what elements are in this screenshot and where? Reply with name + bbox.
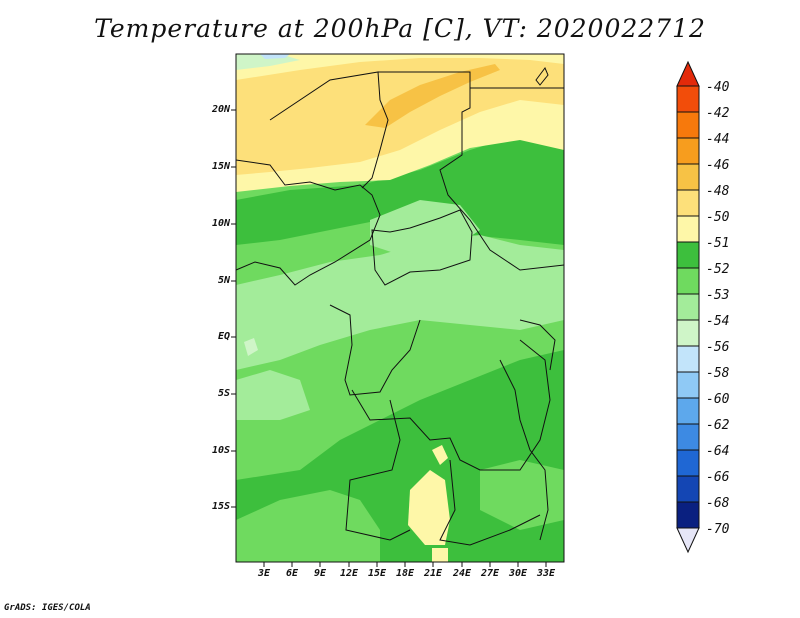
colorbar-label: -58	[706, 366, 730, 381]
colorbar-swatch	[676, 423, 700, 451]
colorbar-swatch	[676, 137, 700, 165]
colorbar-swatch	[676, 397, 700, 425]
colorbar-swatch	[676, 111, 700, 139]
map-frame	[235, 53, 565, 563]
colorbar-swatch	[676, 241, 700, 269]
x-tick-label: 15E	[367, 568, 387, 579]
colorbar-label: -51	[706, 236, 730, 251]
chart-title: Temperature at 200hPa [C], VT: 202002271…	[94, 14, 706, 43]
border-libya-chad-sudan	[378, 71, 565, 271]
colorbar-swatch	[676, 215, 700, 243]
y-tick-label: 15S	[211, 501, 230, 512]
y-tick-label: 5N	[217, 275, 230, 286]
colorbar-label: -54	[706, 314, 730, 329]
colorbar-label: -68	[706, 496, 730, 511]
x-tick-label: 3E	[257, 568, 271, 579]
axis-ticks	[231, 109, 547, 567]
colorbar-label: -44	[706, 132, 730, 147]
colorbar-swatch	[676, 267, 700, 295]
x-tick-label: 24E	[452, 568, 472, 579]
colorbar-label: -46	[706, 158, 730, 173]
border-angola	[345, 399, 411, 541]
credit-text: GrADS: IGES/COLA	[4, 603, 91, 613]
x-tick-label: 12E	[339, 568, 359, 579]
patch-50-zambia	[408, 470, 450, 545]
x-tick-label: 9E	[313, 568, 327, 579]
colorbar-label: -66	[706, 470, 730, 485]
colorbar-bottom-arrow	[676, 527, 700, 554]
colorbar-label: -64	[706, 444, 730, 459]
sinai	[535, 67, 549, 86]
x-tick-label: 30E	[508, 568, 528, 579]
patch-53-sw	[236, 490, 380, 562]
patch-56	[244, 338, 258, 356]
colorbar-swatch	[676, 319, 700, 347]
band-52-north	[236, 130, 564, 245]
map-borders	[235, 67, 565, 546]
y-tick-label: 5S	[217, 388, 230, 399]
patch-50-small	[432, 445, 448, 465]
colorbar-swatch	[676, 449, 700, 477]
colorbar-swatch	[676, 163, 700, 191]
patch-54-chad	[370, 200, 480, 255]
patch-53-se	[480, 460, 564, 530]
colorbar-label: -42	[706, 106, 730, 121]
colorbar-label: -62	[706, 418, 730, 433]
colorbar-swatch	[676, 371, 700, 399]
patch-50-bottom	[432, 548, 448, 562]
colorbar-label: -40	[706, 80, 730, 95]
colorbar-top-arrow	[676, 60, 700, 87]
patch-58-nw	[260, 54, 290, 59]
colorbar-label: -56	[706, 340, 730, 355]
map-fill	[236, 54, 564, 562]
y-tick-label: 15N	[211, 161, 230, 172]
y-tick-label: 20N	[211, 104, 230, 115]
band-46-streak	[365, 64, 500, 128]
colorbar-swatch	[676, 189, 700, 217]
colorbar-swatch	[676, 475, 700, 503]
lake-tanganyika	[499, 359, 549, 541]
colorbar-swatch	[676, 293, 700, 321]
colorbar-label: -48	[706, 184, 730, 199]
border-niger	[269, 71, 389, 189]
colorbar-label: -52	[706, 262, 730, 277]
patch-54-gabon	[236, 370, 310, 420]
colorbar-swatch	[676, 501, 700, 529]
lake-victoria	[519, 319, 556, 371]
colorbar-label: -70	[706, 522, 730, 537]
border-drc	[351, 339, 551, 471]
border-zambia	[439, 459, 541, 546]
x-tick-label: 21E	[423, 568, 443, 579]
border-car	[371, 209, 473, 286]
colorbar-swatch	[676, 345, 700, 373]
y-tick-label: EQ	[217, 331, 230, 342]
colorbar	[676, 60, 700, 554]
y-tick-label: 10N	[211, 218, 230, 229]
colorbar-swatch	[676, 85, 700, 113]
colorbar-label: -50	[706, 210, 730, 225]
band-54-belt	[236, 235, 564, 370]
coastline-west-africa	[235, 159, 381, 286]
y-tick-label: 10S	[211, 445, 230, 456]
colorbar-label: -53	[706, 288, 730, 303]
x-tick-label: 6E	[285, 568, 299, 579]
x-tick-label: 18E	[395, 568, 415, 579]
border-congo	[329, 304, 421, 396]
x-tick-label: 33E	[536, 568, 556, 579]
x-tick-label: 27E	[480, 568, 500, 579]
colorbar-label: -60	[706, 392, 730, 407]
